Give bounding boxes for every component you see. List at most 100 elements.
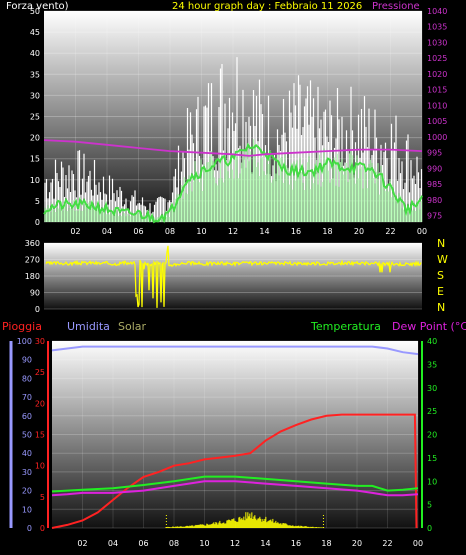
wind-x-tick: 22 [385,227,395,236]
climate-x-tick: 02 [77,539,87,548]
pressure-y-tick: 1015 [427,86,447,95]
pressure-y-tick: 975 [427,212,442,221]
temperature-y-axis: 0 5 10 15 20 25 30 35 40 [421,337,437,533]
rain-y-tick: 20 [35,399,45,408]
direction-y-tick: 180 [25,272,40,281]
humidity-y-axis: 0 10 20 30 40 50 60 70 80 90 100 [9,337,32,533]
temperature-y-tick: 5 [427,501,432,510]
climate-x-tick: 12 [230,539,240,548]
wind-left-label: Forza vento) [6,1,69,12]
humidity-y-tick: 40 [22,449,32,458]
wind-x-tick: 02 [70,227,80,236]
pressure-y-tick: 1025 [427,54,447,63]
pressure-line [43,139,423,157]
compass-letter: N [437,301,445,314]
direction-y-tick: 0 [35,305,40,314]
pressure-y-tick: 1010 [427,101,447,110]
wind-x-tick: 14 [259,227,269,236]
humidity-y-tick: 90 [22,356,32,365]
wind-y-tick: 5 [35,197,40,206]
legend-rain: Pioggia [2,320,42,333]
pressure-y-tick: 1035 [427,23,447,32]
wind-x-tick: 10 [196,227,206,236]
climate-plot-area [52,341,418,528]
rain-y-tick: 5 [40,493,45,502]
humidity-y-tick: 20 [22,487,32,496]
humidity-y-tick: 70 [22,393,32,402]
direction-points [45,245,422,308]
wind-y-tick: 15 [30,155,40,164]
compass-letter: N [437,237,445,250]
temperature-y-tick: 25 [427,407,437,416]
pressure-y-tick: 1005 [427,117,447,126]
rain-y-tick: 30 [35,337,45,346]
climate-x-tick: 14 [260,539,270,548]
climate-x-tick: 10 [199,539,209,548]
humidity-y-tick: 50 [22,431,32,440]
wind-y-tick: 10 [30,176,40,185]
wind-x-tick: 12 [228,227,238,236]
climate-x-tick: 06 [138,539,148,548]
climate-x-tick: 00 [413,539,423,548]
humidity-y-tick: 0 [27,524,32,533]
wind-x-tick: 00 [417,227,427,236]
rain-y-tick: 15 [35,431,45,440]
temperature-y-tick: 35 [427,360,437,369]
temperature-y-tick: 15 [427,454,437,463]
pressure-y-tick: 1020 [427,70,447,79]
temperature-y-tick: 40 [427,337,437,346]
wind-x-tick: 20 [354,227,364,236]
rain-y-tick: 25 [35,368,45,377]
pressure-y-tick: 1000 [427,133,447,142]
wind-y-tick: 0 [35,218,40,227]
pressure-y-axis: 975 980 985 990 995 1000 1005 1010 1015 1020 1025 1… [427,7,447,221]
wind-y-tick: 35 [30,70,40,79]
rain-line [51,413,418,529]
direction-y-tick: 270 [25,256,40,265]
humidity-y-tick: 30 [22,468,32,477]
compass-letter: S [437,269,444,282]
climate-x-tick: 16 [291,539,301,548]
climate-x-tick: 22 [382,539,392,548]
wind-y-tick: 30 [30,91,40,100]
climate-x-tick: 18 [321,539,331,548]
legend-humidity: Umidita [67,320,110,333]
wind-x-tick: 08 [165,227,175,236]
legend-solar: Solar [118,320,147,333]
pressure-y-tick: 985 [427,180,442,189]
temperature-line [51,475,419,493]
wind-y-tick: 50 [30,7,40,16]
legend-dewpoint: Dew Point (°C) [392,320,466,333]
direction-y-axis: 0 90 180 270 360 [25,239,40,314]
humidity-y-tick: 60 [22,412,32,421]
pressure-y-tick: 995 [427,149,442,158]
humidity-line [51,345,419,356]
temperature-y-tick: 10 [427,477,437,486]
compass-letter: W [437,253,448,266]
compass-letter: E [437,285,444,298]
climate-x-tick: 20 [352,539,362,548]
legend-temperature: Temperatura [310,320,381,333]
wind-y-tick: 40 [30,49,40,58]
direction-y-tick: 90 [30,289,40,298]
wind-y-tick: 25 [30,113,40,122]
rain-y-tick: 10 [35,462,45,471]
climate-x-tick: 04 [108,539,118,548]
pressure-y-tick: 1030 [427,38,447,47]
wind-x-tick: 18 [322,227,332,236]
wind-x-tick: 04 [102,227,112,236]
pressure-y-tick: 980 [427,196,442,205]
rain-y-tick: 0 [40,524,45,533]
dewpoint-line [51,480,419,497]
climate-lines [51,345,419,529]
direction-plot-area [44,243,422,309]
wind-average-line [43,142,423,224]
pressure-y-tick: 1040 [427,7,447,16]
climate-legend: Pioggia Umidita Solar Temperatura Dew Po… [2,320,466,333]
climate-panel: Pioggia Umidita Solar Temperatura Dew Po… [2,320,466,548]
wind-x-axis: 02 04 06 08 10 12 14 16 18 20 22 00 [70,227,427,236]
temperature-y-tick: 0 [427,524,432,533]
